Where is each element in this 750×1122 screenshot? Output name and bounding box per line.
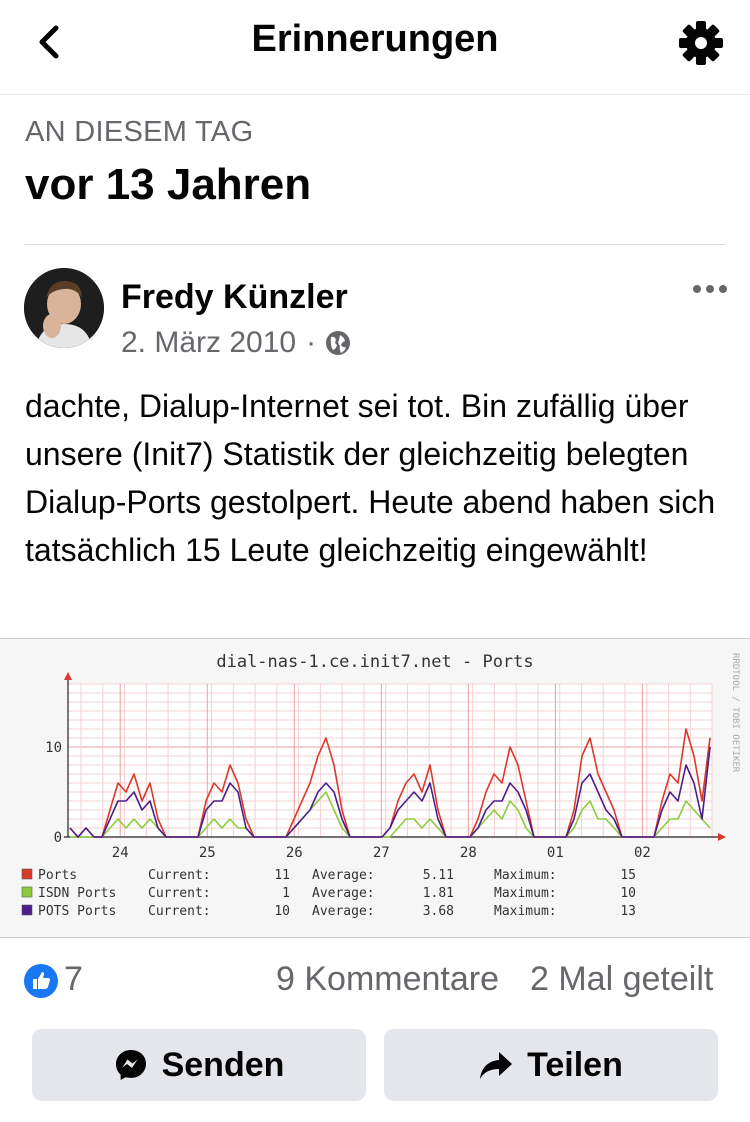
- post-author-name[interactable]: Fredy Künzler: [121, 278, 348, 316]
- more-options-icon[interactable]: [690, 276, 730, 302]
- post-text: dachte, Dialup-Internet sei tot. Bin zuf…: [25, 388, 716, 568]
- legend-maximum-value: 15: [620, 868, 636, 883]
- post-image-chart[interactable]: dial-nas-1.ce.init7.net - Ports RRDTOOL …: [0, 638, 750, 938]
- chart-x-tick-label: 24: [112, 845, 129, 861]
- legend-maximum-label: Maximum:: [494, 904, 557, 919]
- legend-swatch: [21, 868, 33, 880]
- chart-x-tick-label: 02: [634, 845, 651, 861]
- legend-average-value: 5.11: [423, 868, 454, 883]
- comment-count[interactable]: 9 Kommentare: [276, 960, 499, 998]
- gear-icon[interactable]: [676, 18, 726, 68]
- chart-x-tick-label: 25: [199, 845, 216, 861]
- legend-series-name: POTS Ports: [38, 904, 116, 919]
- legend-average-value: 3.68: [423, 904, 454, 919]
- legend-swatch: [21, 886, 33, 898]
- chart-y-tick-label: 0: [54, 830, 62, 846]
- legend-maximum-value: 10: [620, 886, 636, 901]
- chart-x-arrow: [718, 833, 726, 841]
- chart-y-arrow: [64, 672, 72, 680]
- rrd-ports-chart: dial-nas-1.ce.init7.net - Ports RRDTOOL …: [21, 652, 740, 919]
- legend-average-label: Average:: [312, 868, 375, 883]
- share-button-label: Teilen: [527, 1045, 623, 1084]
- share-count[interactable]: 2 Mal geteilt: [530, 960, 714, 998]
- chevron-left-icon[interactable]: [30, 20, 70, 64]
- chart-plot-area: [68, 684, 712, 837]
- legend-current-label: Current:: [148, 886, 211, 901]
- legend-average-value: 1.81: [423, 886, 454, 901]
- share-button[interactable]: Teilen: [384, 1029, 718, 1101]
- legend-current-label: Current:: [148, 904, 211, 919]
- avatar[interactable]: [24, 268, 104, 348]
- legend-current-value: 1: [282, 886, 290, 901]
- memory-section-label: AN DIESEM TAG: [25, 116, 254, 148]
- legend-average-label: Average:: [312, 886, 375, 901]
- meta-separator: ·: [306, 326, 317, 359]
- avatar-photo: [24, 268, 104, 348]
- send-button[interactable]: Senden: [32, 1029, 366, 1101]
- legend-average-label: Average:: [312, 904, 375, 919]
- legend-current-value: 11: [274, 868, 290, 883]
- page-title: Erinnerungen: [251, 18, 499, 60]
- legend-series-name: ISDN Ports: [38, 886, 116, 901]
- legend-current-value: 10: [274, 904, 290, 919]
- like-count[interactable]: 7: [64, 960, 83, 998]
- legend-maximum-label: Maximum:: [494, 868, 557, 883]
- chart-x-tick-label: 01: [547, 845, 564, 861]
- legend-series-name: Ports: [38, 868, 77, 883]
- divider: [25, 244, 725, 245]
- legend-maximum-value: 13: [620, 904, 636, 919]
- chart-x-tick-label: 28: [460, 845, 477, 861]
- thumbs-up-icon[interactable]: [24, 964, 58, 998]
- chart-series-line: [69, 746, 711, 838]
- legend-swatch: [21, 904, 33, 916]
- chart-watermark: RRDTOOL / TOBI OETIKER: [730, 653, 740, 773]
- legend-maximum-label: Maximum:: [494, 886, 557, 901]
- globe-icon: [326, 331, 351, 355]
- chart-title: dial-nas-1.ce.init7.net - Ports: [216, 652, 533, 672]
- chart-x-tick-label: 26: [286, 845, 303, 861]
- messenger-icon: [115, 1050, 146, 1080]
- send-button-label: Senden: [161, 1045, 285, 1084]
- share-arrow-icon: [480, 1052, 513, 1079]
- legend-current-label: Current:: [148, 868, 211, 883]
- top-navigation-bar: Erinnerungen: [0, 0, 750, 95]
- chart-y-tick-label: 10: [45, 740, 62, 756]
- post-meta: 2. März 2010 ·: [121, 326, 352, 360]
- chart-x-tick-label: 27: [373, 845, 390, 861]
- memory-years-ago: vor 13 Jahren: [25, 160, 312, 209]
- post-date[interactable]: 2. März 2010: [121, 326, 297, 359]
